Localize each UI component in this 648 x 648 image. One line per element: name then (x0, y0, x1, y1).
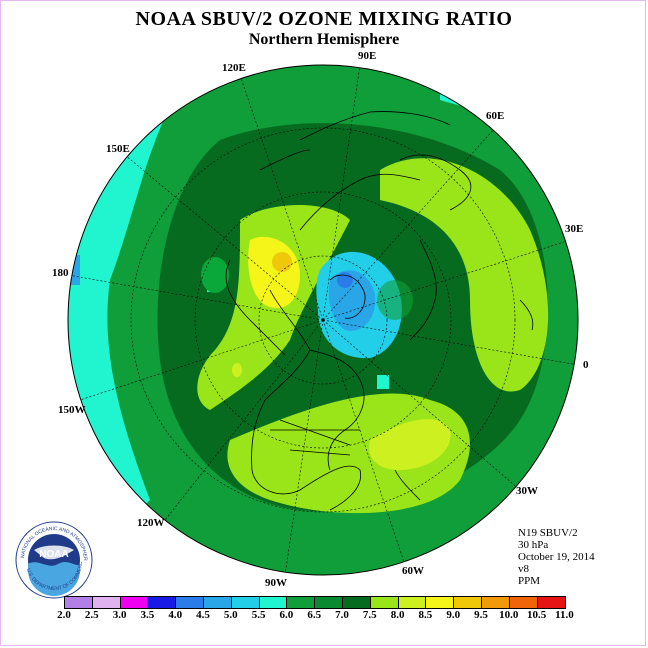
graticule (68, 65, 578, 575)
legend-tick-label: 2.5 (84, 609, 99, 621)
legend-tick-label: 2.0 (57, 609, 71, 621)
legend-tick-label: 8.0 (390, 609, 405, 621)
legend-tick-label: 7.0 (335, 609, 349, 621)
field-deepblue-core (337, 272, 353, 288)
info-version: v8 (518, 563, 529, 575)
field-yellow-blob (232, 363, 242, 377)
field-orange-peak (272, 252, 292, 272)
lon-label-150w: 150W (58, 404, 86, 416)
legend-swatch (287, 597, 316, 608)
info-date: October 19, 2014 (518, 551, 595, 563)
field-green-blob-east (377, 280, 413, 320)
logo-text: NOAA (39, 549, 68, 560)
legend-swatch (370, 597, 399, 608)
lon-label-180: 180 (52, 267, 69, 279)
lon-label-60w: 60W (402, 565, 424, 577)
field-cyan-blob-2 (377, 375, 389, 389)
legend-tick-label: 5.0 (223, 609, 238, 621)
legend-swatch (426, 597, 455, 608)
lon-label-90e: 90E (358, 50, 377, 62)
lon-label-60e: 60E (486, 110, 505, 122)
lon-label-150e: 150E (106, 143, 130, 155)
legend-swatch (481, 597, 510, 608)
legend-swatch (120, 597, 149, 608)
ozone-field (68, 65, 578, 575)
legend-tick-label: 9.5 (474, 609, 488, 621)
lon-label-90w: 90W (265, 577, 287, 589)
map-title: NOAA SBUV/2 OZONE MIXING RATIO (135, 8, 513, 30)
product-info: N19 SBUV/2 30 hPa October 19, 2014 v8 PP… (518, 527, 595, 587)
coastlines (225, 111, 534, 511)
lon-label-30w: 30W (516, 485, 538, 497)
color-legend: 2.0 2.5 3.0 3.5 4.0 4.5 5.0 5.5 6.0 6.5 7.0 7.5 8.0 8… (57, 596, 574, 621)
legend-tick-label: 4.5 (196, 609, 210, 621)
legend-tick-label: 9.0 (446, 609, 461, 621)
legend-colorbar (64, 596, 567, 609)
info-satellite: N19 SBUV/2 (518, 527, 578, 539)
legend-swatch (315, 597, 343, 608)
legend-swatch (176, 597, 204, 608)
legend-swatch (92, 597, 121, 608)
lon-label-120e: 120E (222, 62, 246, 74)
legend-swatch (537, 597, 566, 608)
legend-tick-label: 3.5 (140, 609, 155, 621)
legend-tick-label: 10.0 (499, 609, 519, 621)
legend-swatch (454, 597, 482, 608)
lon-label-0: 0 (583, 359, 589, 371)
field-green-blob-west (201, 257, 229, 293)
field-lightgreen-east (380, 158, 549, 392)
legend-tick-label: 7.5 (362, 609, 377, 621)
legend-swatch (398, 597, 427, 608)
legend-tick-label: 5.5 (251, 609, 266, 621)
noaa-logo: NOAA NATIONAL OCEANIC AND ATMOSPHERIC AD… (14, 520, 93, 599)
legend-tick-label: 6.0 (279, 609, 294, 621)
legend-swatch (509, 597, 538, 608)
legend-tick-label: 11.0 (555, 609, 574, 621)
legend-ticks: 2.0 2.5 3.0 3.5 4.0 4.5 5.0 5.5 6.0 6.5 7.0 7.5 8.0 8… (57, 609, 594, 623)
map-subtitle: Northern Hemisphere (248, 31, 400, 48)
legend-tick-label: 8.5 (418, 609, 433, 621)
legend-swatch (65, 597, 93, 608)
legend-swatch (231, 597, 260, 608)
legend-swatch (148, 597, 177, 608)
legend-swatch (203, 597, 232, 608)
legend-tick-label: 10.5 (526, 609, 547, 621)
lon-label-120w: 120W (137, 517, 165, 529)
legend-swatch (342, 597, 371, 608)
legend-swatch (259, 597, 288, 608)
legend-tick-label: 6.5 (307, 609, 322, 621)
lon-label-30e: 30E (565, 223, 584, 235)
info-pressure: 30 hPa (518, 539, 549, 551)
map-boundary (67, 64, 579, 576)
legend-tick-label: 4.0 (168, 609, 183, 621)
info-units: PPM (518, 575, 541, 587)
field-yellow-south (369, 419, 451, 470)
legend-tick-label: 3.0 (112, 609, 127, 621)
